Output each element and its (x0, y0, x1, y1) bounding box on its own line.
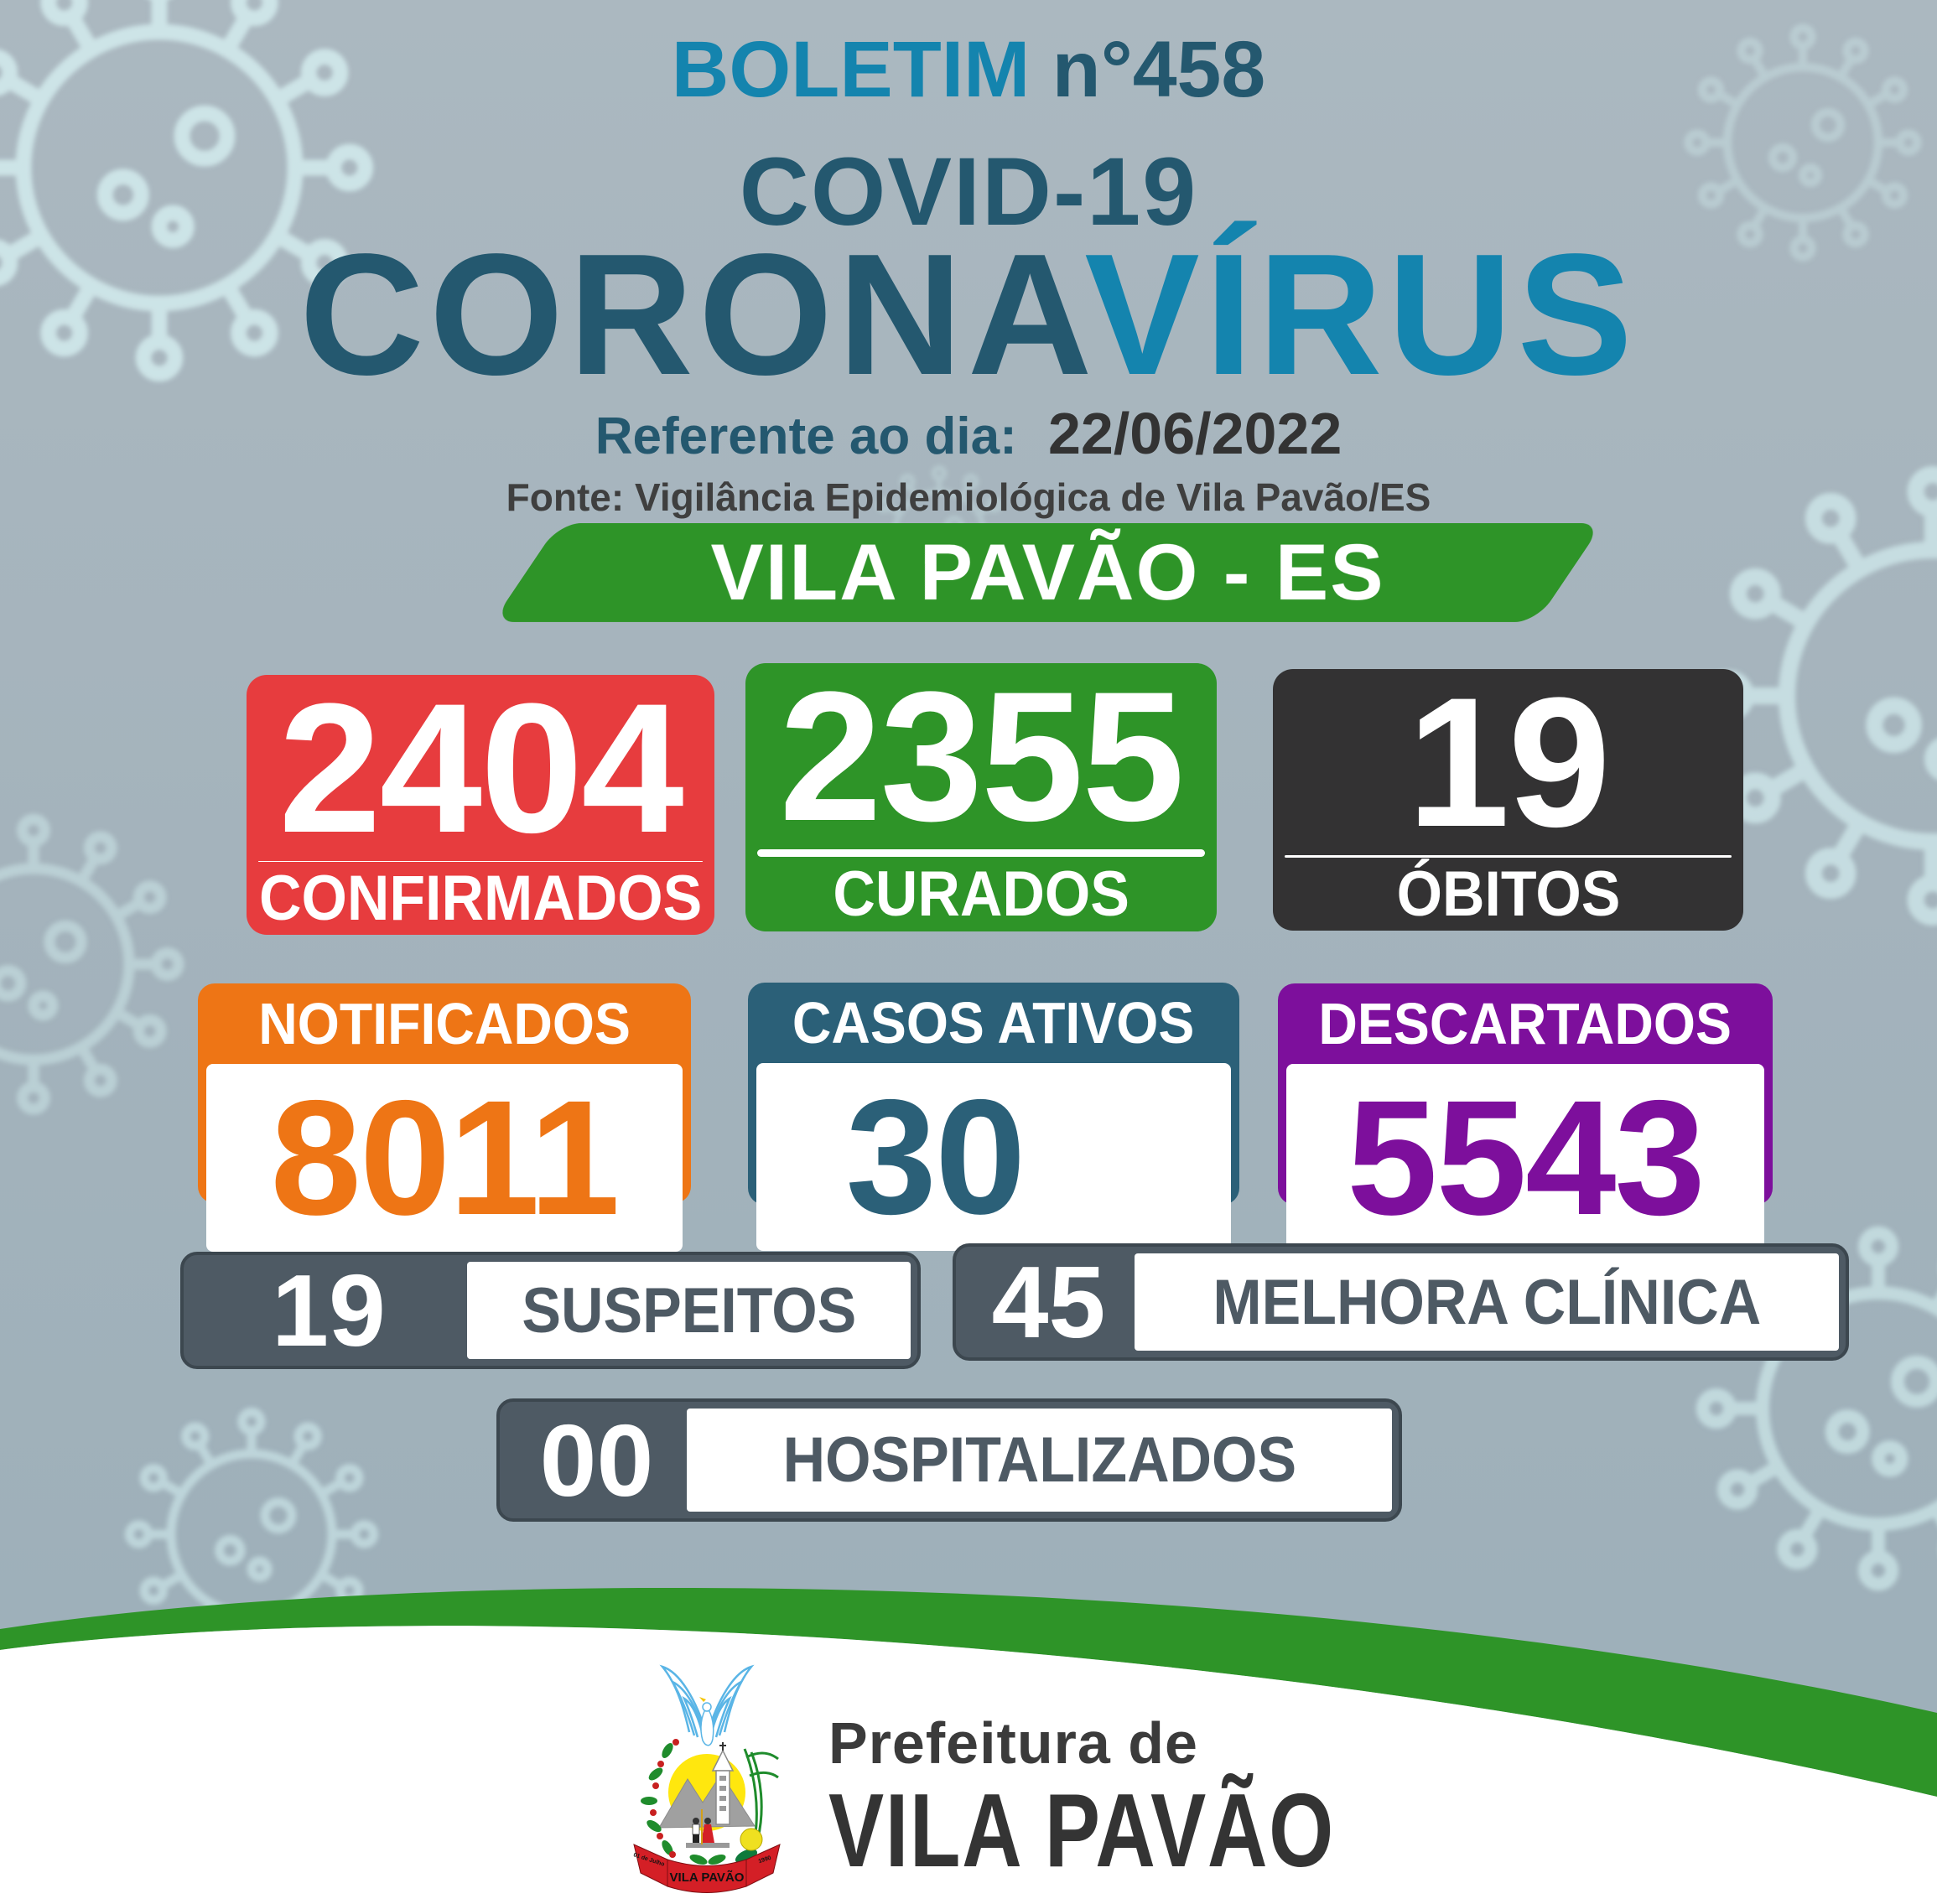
suspects-value: 19 (272, 1253, 386, 1367)
active-cases-card: CASOS ATIVOS 30 (748, 983, 1239, 1251)
source-line: Fonte: Vigilância Epidemiológica de Vila… (506, 475, 1431, 519)
city-crest-logo: 01 de Julho 1990 VILA PAVÃO (632, 1664, 781, 1893)
hospitalized-label: HOSPITALIZADOS (687, 1409, 1392, 1512)
bulletin-title: BOLETIM n°458 (0, 30, 1937, 110)
reference-date-label: Referente ao dia: (595, 407, 1017, 465)
cured-label: CURADOS (833, 859, 1129, 930)
crest-dove-icon (699, 1697, 714, 1746)
covid-label: COVID-19 (739, 138, 1198, 246)
clinical-improvement-value: 45 (991, 1245, 1106, 1359)
crest-ribbon-right-text: 1990 (758, 1855, 772, 1865)
crest-tower-icon (711, 1742, 735, 1825)
reference-date-line: Referente ao dia: 22/06/2022 (0, 404, 1937, 463)
org-prefix: Prefeitura de (828, 1710, 1198, 1776)
hospitalized-card: 00 HOSPITALIZADOS (496, 1398, 1402, 1522)
confirmed-label: CONFIRMADOS (258, 863, 703, 934)
coronavirus-title-light: VÍRUS (1084, 218, 1638, 411)
deaths-label: ÓBITOS (1396, 859, 1620, 930)
confirmed-value: 2404 (278, 665, 683, 871)
card-divider (1285, 855, 1732, 858)
discarded-card: DESCARTADOS 5543 (1278, 983, 1773, 1252)
coronavirus-title: CORONAVÍRUS (0, 228, 1937, 401)
notified-value: 8011 (206, 1064, 683, 1252)
card-divider (258, 861, 703, 862)
cured-value: 2355 (779, 653, 1184, 859)
crest-wings-icon (659, 1664, 755, 1740)
reference-date-value: 22/06/2022 (1047, 401, 1342, 466)
cured-card: 2355 CURADOS (745, 663, 1217, 931)
crest-ribbon: 01 de Julho 1990 VILA PAVÃO (632, 1844, 781, 1893)
suspects-card: 19 SUSPEITOS (180, 1252, 921, 1369)
deaths-value: 19 (1407, 659, 1611, 865)
crest-wreath (641, 1739, 779, 1865)
location-banner: VILA PAVÃO - ES (492, 523, 1603, 622)
active-cases-value: 30 (756, 1063, 1231, 1251)
confirmed-card: 2404 CONFIRMADOS (247, 675, 714, 935)
suspects-label: SUSPEITOS (467, 1262, 911, 1359)
swoosh-green-arc (0, 1587, 1937, 1797)
discarded-label: DESCARTADOS (1318, 991, 1732, 1056)
discarded-value: 5543 (1286, 1064, 1764, 1252)
clinical-improvement-label: MELHORA CLÍNICA (1135, 1253, 1839, 1351)
bulletin-number: n°458 (1052, 25, 1266, 114)
active-cases-label: CASOS ATIVOS (792, 990, 1195, 1056)
crest-ribbon-center-text: VILA PAVÃO (670, 1870, 745, 1885)
org-name: VILA PAVÃO (828, 1773, 1335, 1889)
swoosh-white-area (0, 1626, 1937, 1904)
footer-swoosh (0, 1587, 1937, 1904)
notified-label: NOTIFICADOS (258, 991, 631, 1056)
card-divider (757, 849, 1205, 857)
hospitalized-value: 00 (539, 1403, 654, 1517)
footer-org-name: Prefeitura de VILA PAVÃO (828, 1714, 1462, 1883)
notified-card: NOTIFICADOS 8011 (198, 983, 691, 1252)
bulletin-title-label: BOLETIM (671, 25, 1031, 114)
deaths-card: 19 ÓBITOS (1273, 669, 1743, 931)
crest-mountains (658, 1773, 756, 1829)
location-banner-label: VILA PAVÃO - ES (710, 528, 1385, 617)
crest-figures (686, 1809, 730, 1848)
coronavirus-title-dark: CORONA (299, 218, 1085, 411)
clinical-improvement-card: 45 MELHORA CLÍNICA (953, 1243, 1849, 1361)
